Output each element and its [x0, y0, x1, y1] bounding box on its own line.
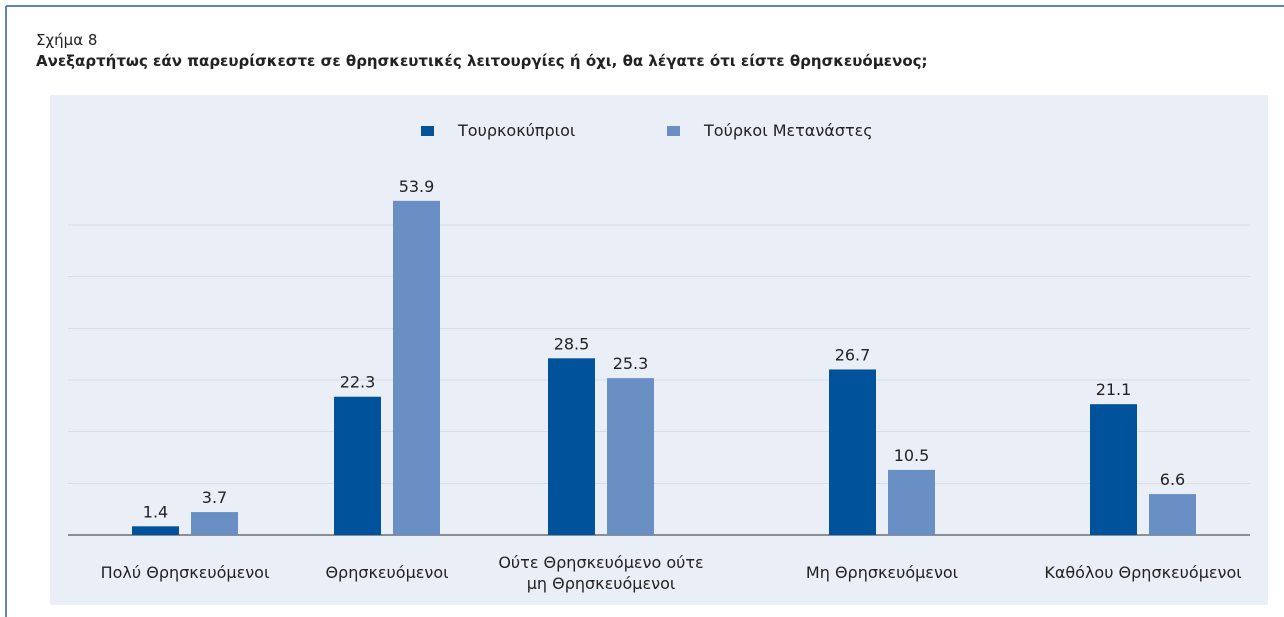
value-label: 26.7	[835, 345, 871, 364]
legend-label: Τουρκοκύπριοι	[457, 121, 575, 140]
value-label: 28.5	[554, 334, 590, 353]
x-tick-label: Ούτε Θρησκευόμενο ούτε μη Θρησκευόμενοι	[498, 553, 703, 593]
bar	[829, 369, 876, 535]
legend-swatch	[667, 126, 680, 136]
bar	[132, 526, 179, 535]
bar	[888, 469, 935, 535]
chart-title: Ανεξαρτήτως εάν παρευρίσκεστε σε θρησκευ…	[36, 52, 928, 70]
x-tick-label: Πολύ Θρησκευόμενοι	[101, 563, 270, 582]
bar	[191, 512, 238, 535]
plot-background	[50, 95, 1268, 605]
value-label: 21.1	[1096, 380, 1132, 399]
bar	[393, 200, 440, 535]
x-tick-label: Θρησκευόμενοι	[325, 563, 448, 582]
bar	[1090, 404, 1137, 535]
legend-swatch	[421, 126, 434, 136]
value-label: 22.3	[340, 373, 376, 392]
figure-label: Σχήμα 8	[36, 31, 97, 49]
value-label: 25.3	[613, 354, 649, 373]
value-label: 53.9	[399, 177, 435, 196]
bar	[1149, 494, 1196, 535]
value-label: 10.5	[894, 446, 930, 465]
value-label: 3.7	[202, 488, 227, 507]
bar	[548, 358, 595, 535]
x-tick-label: Καθόλου Θρησκευόμενοι	[1044, 563, 1241, 582]
bar	[607, 378, 654, 535]
bar	[334, 396, 381, 535]
value-label: 6.6	[1160, 470, 1185, 489]
legend-label: Τούρκοι Μετανάστες	[703, 121, 873, 140]
value-label: 1.4	[143, 502, 168, 521]
x-tick-label: Μη Θρησκευόμενοι	[806, 563, 958, 582]
